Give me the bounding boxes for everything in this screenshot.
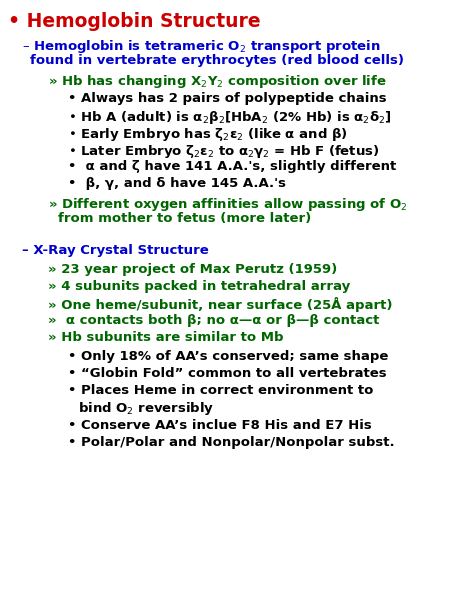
Text: • Places Heme in correct environment to: • Places Heme in correct environment to [68,384,373,397]
Text: found in vertebrate erythrocytes (red blood cells): found in vertebrate erythrocytes (red bl… [30,54,404,67]
Text: – X-Ray Crystal Structure: – X-Ray Crystal Structure [22,244,209,257]
Text: from mother to fetus (more later): from mother to fetus (more later) [58,212,311,225]
Text: • “Globin Fold” common to all vertebrates: • “Globin Fold” common to all vertebrate… [68,367,387,380]
Text: • Hemoglobin Structure: • Hemoglobin Structure [8,12,261,31]
Text: •  β, γ, and δ have 145 A.A.'s: • β, γ, and δ have 145 A.A.'s [68,177,286,190]
Text: bind O$_2$ reversibly: bind O$_2$ reversibly [78,400,214,417]
Text: • Conserve AA’s inclue F8 His and E7 His: • Conserve AA’s inclue F8 His and E7 His [68,419,372,432]
Text: • Later Embryo ζ$_2$ε$_2$ to α$_2$γ$_2$ = Hb F (fetus): • Later Embryo ζ$_2$ε$_2$ to α$_2$γ$_2$ … [68,143,380,160]
Text: » One heme/subunit, near surface (25Å apart): » One heme/subunit, near surface (25Å ap… [48,297,392,312]
Text: »  α contacts both β; no α—α or β—β contact: » α contacts both β; no α—α or β—β conta… [48,314,379,327]
Text: • Early Embryo has ζ$_2$ε$_2$ (like α and β): • Early Embryo has ζ$_2$ε$_2$ (like α an… [68,126,348,143]
Text: • Polar/Polar and Nonpolar/Nonpolar subst.: • Polar/Polar and Nonpolar/Nonpolar subs… [68,436,395,449]
Text: •  α and ζ have 141 A.A.'s, slightly different: • α and ζ have 141 A.A.'s, slightly diff… [68,160,396,173]
Text: » Different oxygen affinities allow passing of O$_2$: » Different oxygen affinities allow pass… [48,196,407,213]
Text: • Hb A (adult) is α$_2$β$_2$[HbA$_2$ (2% Hb) is α$_2$δ$_2$]: • Hb A (adult) is α$_2$β$_2$[HbA$_2$ (2%… [68,109,392,126]
Text: » 4 subunits packed in tetrahedral array: » 4 subunits packed in tetrahedral array [48,280,350,293]
Text: • Always has 2 pairs of polypeptide chains: • Always has 2 pairs of polypeptide chai… [68,92,387,105]
Text: » Hb subunits are similar to Mb: » Hb subunits are similar to Mb [48,331,284,344]
Text: » 23 year project of Max Perutz (1959): » 23 year project of Max Perutz (1959) [48,263,337,276]
Text: • Only 18% of AA’s conserved; same shape: • Only 18% of AA’s conserved; same shape [68,350,388,363]
Text: – Hemoglobin is tetrameric O$_2$ transport protein: – Hemoglobin is tetrameric O$_2$ transpo… [22,38,381,55]
Text: » Hb has changing X$_2$Y$_2$ composition over life: » Hb has changing X$_2$Y$_2$ composition… [48,73,387,90]
